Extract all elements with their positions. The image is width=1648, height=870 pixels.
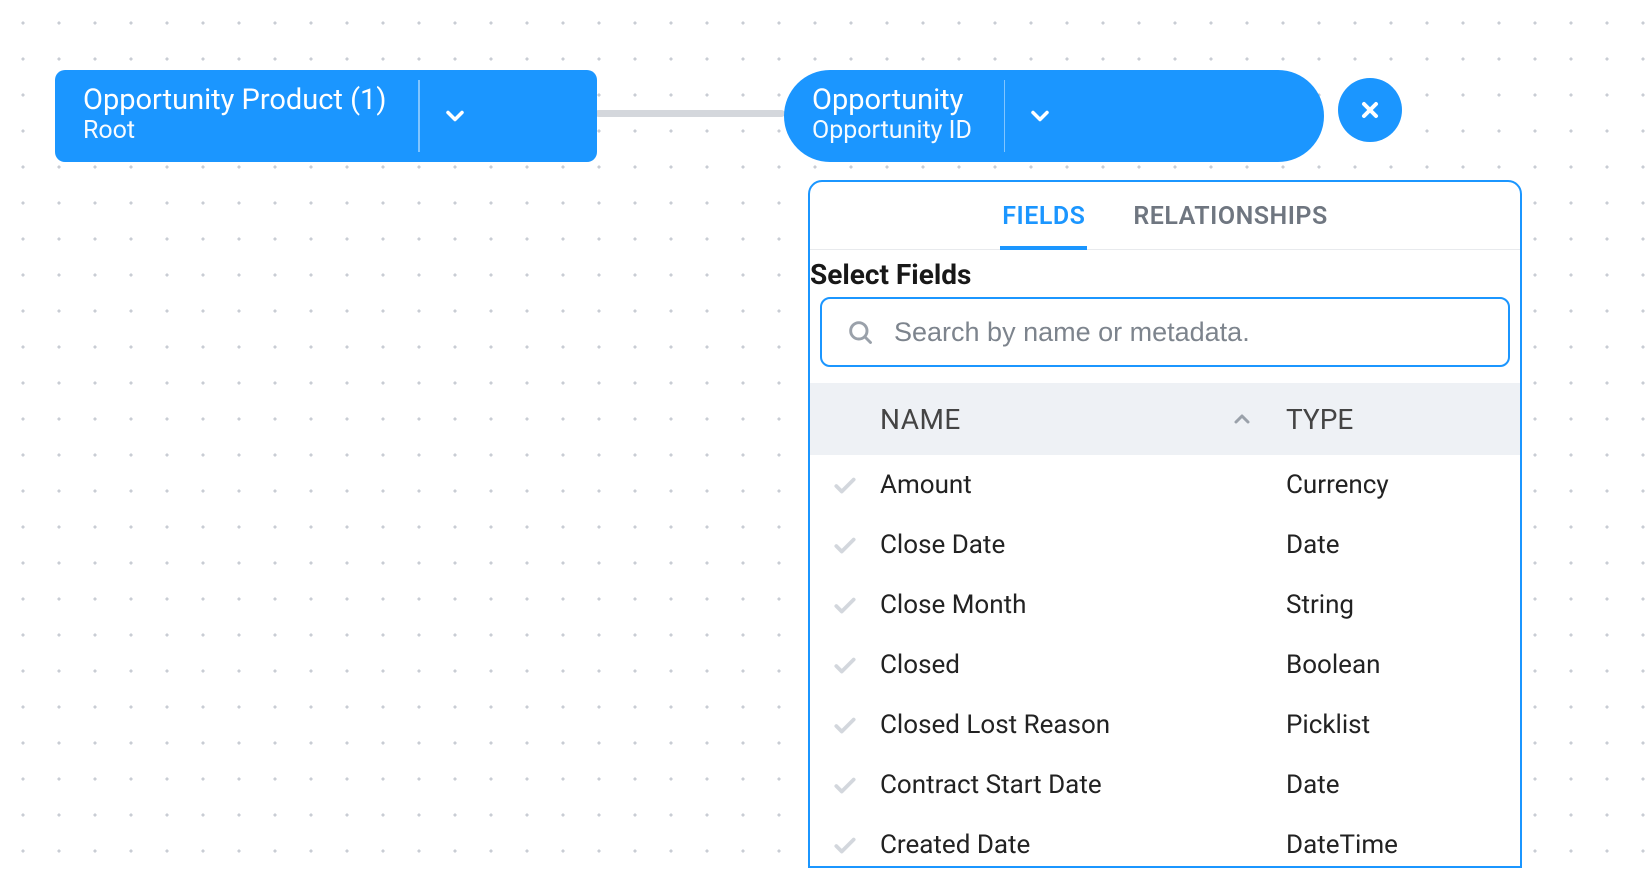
field-name: Close Date (880, 530, 1286, 560)
field-type: Date (1286, 770, 1506, 800)
column-header-name[interactable]: NAME (880, 403, 1286, 436)
field-name: Created Date (880, 830, 1286, 860)
field-row[interactable]: Contract Start DateDate (810, 755, 1520, 815)
check-icon (832, 592, 880, 618)
column-header-name-label: NAME (880, 403, 961, 436)
field-row[interactable]: Created DateDateTime (810, 815, 1520, 866)
field-picker-panel: FIELDS RELATIONSHIPS Select Fields NAME … (808, 180, 1522, 868)
chevron-down-icon (1026, 102, 1054, 130)
graph-canvas: Opportunity Product (1) Root Opportunity… (0, 0, 1648, 870)
column-header-type[interactable]: TYPE (1286, 403, 1506, 436)
field-name: Contract Start Date (880, 770, 1286, 800)
field-row[interactable]: ClosedBoolean (810, 635, 1520, 695)
check-icon (832, 712, 880, 738)
check-icon (832, 772, 880, 798)
tab-relationships[interactable]: RELATIONSHIPS (1133, 202, 1327, 249)
node-expand-button[interactable] (1005, 70, 1075, 162)
field-type: Currency (1286, 470, 1506, 500)
close-icon (1358, 98, 1382, 122)
node-title: Opportunity Product (1) (83, 84, 386, 117)
search-wrap (810, 297, 1520, 383)
panel-tabs: FIELDS RELATIONSHIPS (810, 182, 1520, 250)
field-type: DateTime (1286, 830, 1506, 860)
node-body[interactable]: Opportunity Product (1) Root (55, 70, 418, 162)
node-opportunity[interactable]: Opportunity Opportunity ID (784, 70, 1324, 162)
field-type: Date (1286, 530, 1506, 560)
field-name: Amount (880, 470, 1286, 500)
field-row[interactable]: Close DateDate (810, 515, 1520, 575)
field-name: Closed (880, 650, 1286, 680)
node-connector (595, 110, 785, 117)
check-icon (832, 652, 880, 678)
remove-node-button[interactable] (1338, 78, 1402, 142)
check-icon (832, 472, 880, 498)
field-rows: AmountCurrencyClose DateDateClose MonthS… (810, 455, 1520, 866)
node-subtitle: Opportunity ID (812, 117, 972, 146)
field-row[interactable]: Close MonthString (810, 575, 1520, 635)
sort-asc-icon (1230, 407, 1254, 431)
field-type: Boolean (1286, 650, 1506, 680)
node-subtitle: Root (83, 117, 386, 146)
chevron-down-icon (441, 102, 469, 130)
node-title: Opportunity (812, 84, 972, 117)
node-body[interactable]: Opportunity Opportunity ID (784, 70, 1004, 162)
search-box[interactable] (820, 297, 1510, 367)
tab-fields[interactable]: FIELDS (1002, 202, 1085, 249)
check-icon (832, 532, 880, 558)
section-label: Select Fields (810, 250, 1520, 297)
field-name: Close Month (880, 590, 1286, 620)
search-icon (846, 318, 874, 346)
field-row[interactable]: AmountCurrency (810, 455, 1520, 515)
check-icon (832, 832, 880, 858)
field-row[interactable]: Closed Lost ReasonPicklist (810, 695, 1520, 755)
field-type: Picklist (1286, 710, 1506, 740)
node-opportunity-product[interactable]: Opportunity Product (1) Root (55, 70, 597, 162)
field-name: Closed Lost Reason (880, 710, 1286, 740)
search-input[interactable] (894, 317, 1484, 348)
node-expand-button[interactable] (420, 70, 490, 162)
table-header: NAME TYPE (810, 383, 1520, 455)
field-type: String (1286, 590, 1506, 620)
